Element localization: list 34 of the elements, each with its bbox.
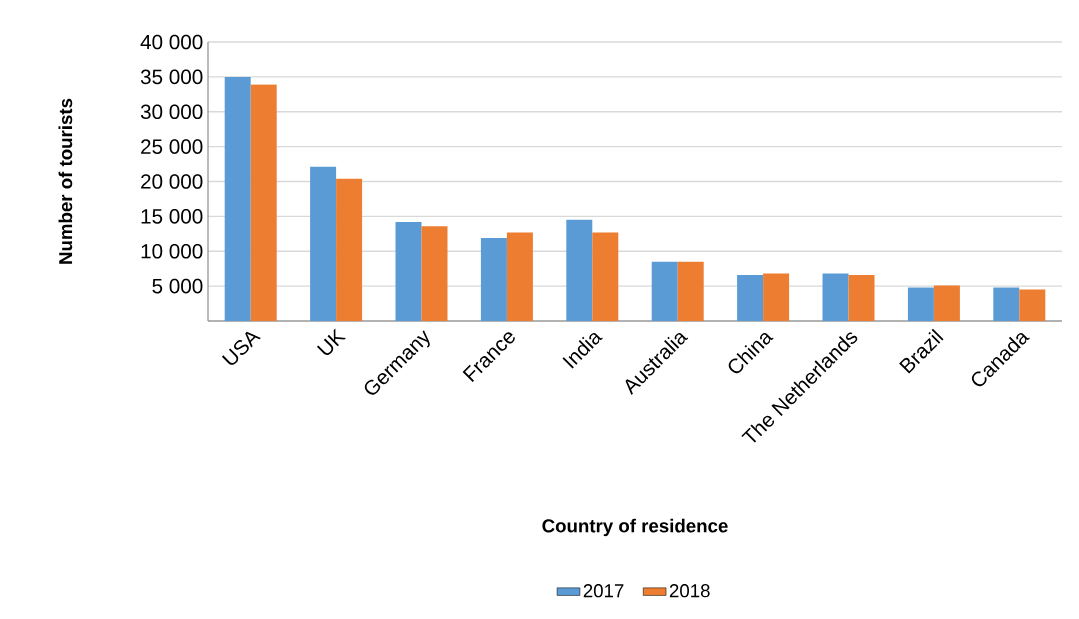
bar — [763, 273, 790, 321]
y-tick-label: 20 000 — [141, 174, 203, 189]
y-tick-label: 35 000 — [140, 69, 203, 85]
y-tick-label: 25 000 — [141, 139, 203, 154]
bar — [566, 219, 593, 321]
legend-label: 2018 — [669, 584, 710, 598]
x-tick-label: USA — [221, 331, 261, 365]
bar — [907, 287, 934, 321]
y-axis-title: Number of tourists — [58, 98, 73, 264]
y-tick-label: 40 000 — [140, 34, 203, 50]
bar — [421, 226, 448, 321]
bar — [677, 261, 704, 321]
bar — [822, 273, 849, 321]
y-tick-label: 15 000 — [141, 209, 203, 224]
bar — [848, 274, 875, 321]
bar — [651, 261, 678, 321]
bar — [592, 232, 619, 321]
bar — [395, 221, 422, 321]
x-axis-title: Country of residence — [542, 518, 728, 537]
bar — [737, 274, 764, 321]
y-tick-label: 30 000 — [140, 104, 203, 120]
y-tick-label: 5 000 — [152, 278, 203, 294]
bar — [506, 232, 533, 321]
bar — [933, 285, 960, 321]
bar — [224, 76, 251, 321]
bar — [310, 166, 337, 321]
legend-label: 2017 — [583, 584, 624, 598]
x-tick-label: UK — [316, 328, 346, 355]
bar — [250, 84, 277, 321]
bar — [336, 178, 363, 321]
bar — [993, 287, 1020, 321]
bar — [1019, 289, 1046, 321]
bar — [480, 238, 507, 321]
y-tick-label: 10 000 — [141, 243, 203, 259]
